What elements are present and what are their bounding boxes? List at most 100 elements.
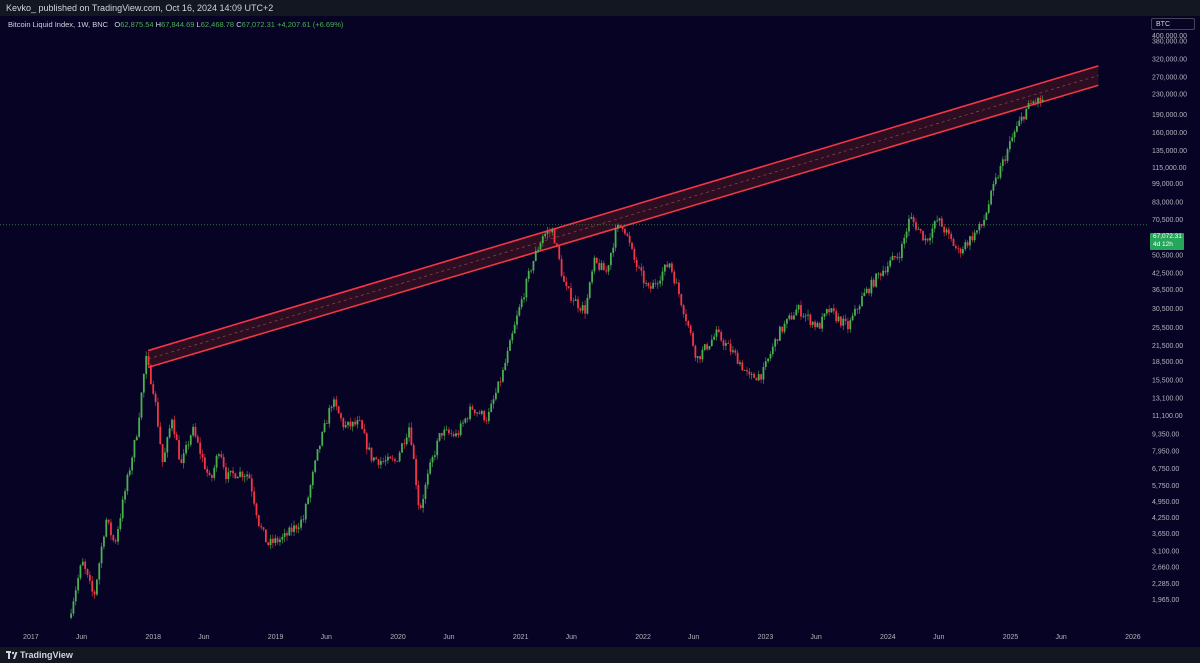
- candle: [199, 437, 202, 460]
- candle: [729, 338, 732, 356]
- y-tick-label: 5,750.00: [1152, 483, 1179, 490]
- candle: [81, 557, 84, 566]
- candle: [173, 415, 176, 439]
- candle: [708, 345, 711, 351]
- candle: [152, 380, 155, 395]
- candle: [809, 313, 812, 328]
- rising-channel[interactable]: [147, 65, 1099, 369]
- candle: [537, 246, 540, 254]
- candle: [771, 343, 774, 357]
- candle: [992, 180, 995, 196]
- candle: [361, 419, 364, 430]
- candle: [110, 518, 112, 541]
- candle: [215, 453, 218, 472]
- candle: [480, 409, 483, 416]
- candle: [473, 409, 476, 416]
- candle: [415, 455, 417, 490]
- candle: [985, 211, 988, 221]
- candle: [990, 189, 992, 206]
- candle: [879, 272, 882, 281]
- candle: [476, 412, 479, 417]
- candle: [851, 312, 854, 322]
- candle: [105, 517, 108, 538]
- candle: [457, 430, 460, 439]
- candle: [534, 246, 537, 262]
- y-tick-label: 2,285.00: [1152, 581, 1179, 588]
- candle: [727, 340, 730, 345]
- candle: [147, 352, 150, 367]
- candle: [279, 536, 281, 546]
- candle: [682, 303, 685, 318]
- candle: [426, 469, 429, 489]
- symbol-label: BTC: [1156, 21, 1170, 28]
- candle: [884, 266, 887, 275]
- candle: [767, 358, 770, 364]
- candle: [861, 292, 863, 307]
- candle: [300, 515, 302, 531]
- candle: [288, 525, 291, 536]
- candle: [778, 325, 781, 341]
- candles: [70, 95, 1044, 620]
- candle: [973, 229, 976, 243]
- candle: [208, 470, 211, 477]
- candle: [816, 321, 819, 328]
- channel-lower-line[interactable]: [147, 84, 1099, 369]
- candle: [621, 226, 624, 232]
- candle: [732, 346, 734, 354]
- candle: [131, 455, 134, 475]
- candle: [659, 275, 662, 288]
- x-tick-label: Jun: [566, 634, 577, 641]
- candle: [347, 421, 349, 429]
- candle: [574, 295, 577, 302]
- candle: [382, 457, 385, 464]
- time-axis[interactable]: 2017 Jun 2018 Jun 2019 Jun 2020 Jun 2021 Jun 2022 J…: [23, 634, 1141, 641]
- y-tick-label: 190,000.00: [1152, 112, 1187, 119]
- candle: [316, 449, 319, 462]
- candle: [1020, 112, 1023, 125]
- chart-area[interactable]: [0, 16, 1200, 647]
- candle: [443, 426, 446, 441]
- candle: [304, 502, 307, 524]
- symbol-selector[interactable]: BTC: [1151, 18, 1195, 30]
- candle: [863, 288, 866, 297]
- candle: [293, 520, 295, 537]
- candle: [253, 486, 256, 507]
- y-tick-label: 270,000.00: [1152, 75, 1187, 82]
- candle: [133, 439, 136, 463]
- candle: [180, 454, 183, 464]
- candle: [149, 363, 152, 385]
- open-label: O: [114, 20, 121, 29]
- candle: [607, 264, 610, 275]
- candle: [236, 476, 239, 479]
- candle: [100, 542, 103, 569]
- candle: [624, 227, 626, 236]
- candle: [1032, 100, 1035, 106]
- candle: [335, 395, 338, 411]
- candle: [424, 482, 427, 504]
- candle: [818, 321, 821, 329]
- candle: [748, 367, 751, 379]
- channel-upper-line[interactable]: [147, 65, 1099, 352]
- candle: [757, 370, 760, 382]
- candle: [976, 230, 978, 235]
- candle: [194, 423, 197, 439]
- candle: [886, 261, 889, 276]
- candle: [675, 278, 678, 284]
- candle: [86, 568, 89, 578]
- open-value: 62,875.54: [120, 20, 154, 29]
- candle: [842, 315, 845, 331]
- candle: [893, 255, 896, 261]
- last-price-value: 67,072.31: [1153, 233, 1182, 240]
- candle: [321, 431, 324, 447]
- candle: [391, 455, 394, 462]
- y-tick-label: 160,000.00: [1152, 130, 1187, 137]
- candle: [954, 244, 957, 251]
- x-tick-label: Jun: [443, 634, 454, 641]
- footer-bar: TradingView: [0, 647, 1200, 663]
- candle: [872, 277, 875, 288]
- candle: [943, 224, 946, 237]
- candle: [527, 268, 530, 283]
- candle: [983, 214, 985, 229]
